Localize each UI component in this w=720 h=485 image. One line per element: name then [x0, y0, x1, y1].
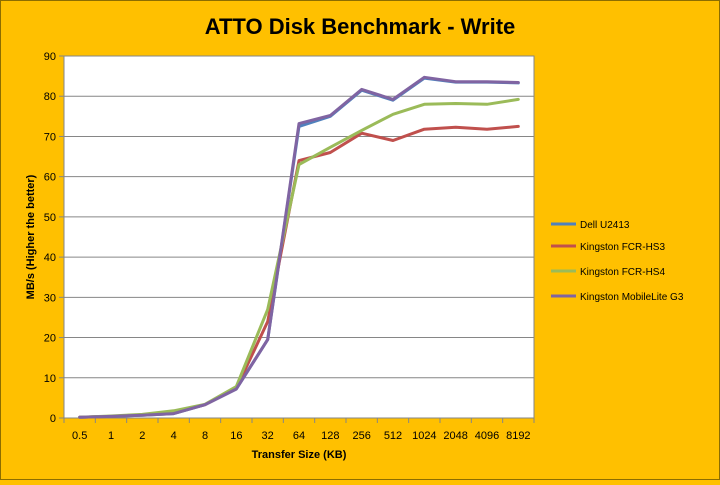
x-tick-label: 2048 — [443, 430, 467, 442]
legend-label-1: Kingston FCR-HS3 — [580, 242, 665, 253]
x-axis-title: Transfer Size (KB) — [252, 449, 347, 461]
x-tick-label: 32 — [262, 430, 274, 442]
gridlines — [64, 55, 534, 379]
y-axis-ticks: 0 10 20 30 40 50 60 70 80 90 — [44, 51, 64, 425]
x-tick-label: 16 — [230, 430, 242, 442]
y-tick-label: 90 — [44, 51, 56, 63]
y-axis-title: MB/s (Higher the better) — [25, 174, 37, 299]
x-axis-ticks: 0.5 1 2 4 8 16 32 64 128 256 512 1024 2048 4096 8192 — [63, 418, 535, 442]
x-tick-label: 4096 — [475, 430, 499, 442]
plot-area — [63, 55, 535, 419]
x-tick-label: 1 — [108, 430, 114, 442]
x-tick-label: 8 — [202, 430, 208, 442]
series-lines — [78, 75, 520, 419]
y-tick-label: 40 — [44, 252, 56, 264]
x-tick-label: 64 — [293, 430, 305, 442]
x-tick-label: 512 — [384, 430, 402, 442]
y-tick-label: 10 — [44, 373, 56, 385]
legend-label-3: Kingston MobileLite G3 — [580, 292, 684, 303]
y-tick-label: 70 — [44, 131, 56, 143]
y-tick-label: 50 — [44, 212, 56, 224]
y-tick-label: 80 — [44, 91, 56, 103]
x-tick-label: 128 — [321, 430, 339, 442]
x-tick-label: 0.5 — [72, 430, 87, 442]
x-tick-label: 8192 — [506, 430, 530, 442]
y-tick-label: 0 — [50, 413, 56, 425]
legend-label-0: Dell U2413 — [580, 220, 630, 231]
x-tick-label: 256 — [352, 430, 370, 442]
series-line-3 — [78, 75, 520, 419]
x-tick-label: 4 — [171, 430, 177, 442]
y-tick-label: 60 — [44, 172, 56, 184]
legend: Dell U2413 Kingston FCR-HS3 Kingston FCR-H… — [551, 220, 684, 303]
x-tick-label: 2 — [139, 430, 145, 442]
legend-label-2: Kingston FCR-HS4 — [580, 267, 665, 278]
y-tick-label: 20 — [44, 333, 56, 345]
y-tick-label: 30 — [44, 292, 56, 304]
x-tick-label: 1024 — [412, 430, 436, 442]
chart-title: ATTO Disk Benchmark - Write — [205, 14, 516, 39]
